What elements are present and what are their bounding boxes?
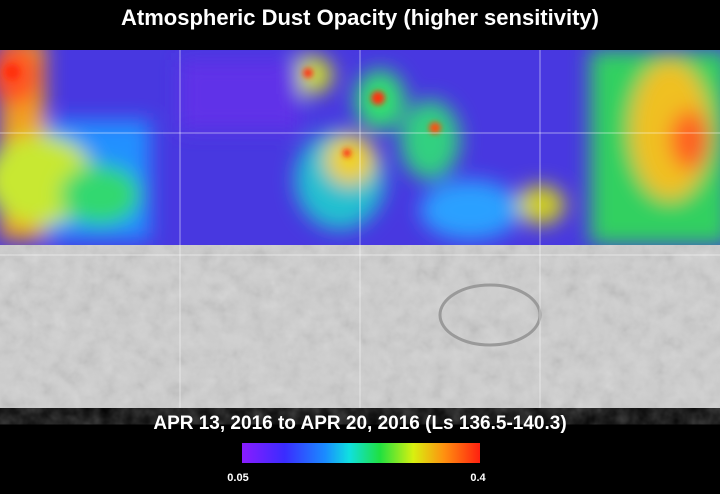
- map-grid: [0, 50, 720, 408]
- title: Atmospheric Dust Opacity (higher sensiti…: [121, 5, 599, 30]
- dust-hotspots: [4, 64, 441, 157]
- colorbar: [242, 443, 480, 463]
- subtitle: APR 13, 2016 to APR 20, 2016 (Ls 136.5-1…: [153, 413, 566, 434]
- dust-blobs: [0, 50, 720, 245]
- dust-layer: [0, 50, 720, 245]
- colorbar-min-label: 0.05: [227, 472, 248, 484]
- colorbar-max-label: 0.4: [470, 472, 486, 484]
